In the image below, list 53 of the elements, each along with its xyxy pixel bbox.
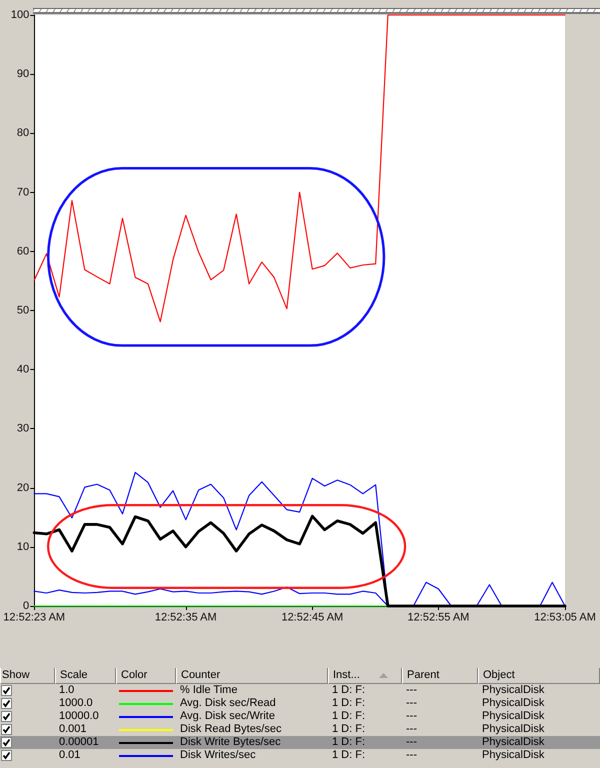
text: 1 D: F:: [332, 710, 366, 722]
text: Show: [2, 669, 30, 681]
text: Counter: [181, 669, 220, 681]
y-tick-label: 80: [16, 127, 30, 140]
x-tick-label: 12:52:45 AM: [281, 612, 344, 624]
text: 1.0: [59, 684, 74, 696]
y-tick-label: 30: [16, 422, 30, 435]
y-tick-label: 40: [16, 364, 30, 376]
text: PhysicalDisk: [482, 736, 544, 748]
y-tick-label: 10: [16, 540, 30, 553]
text: 1 D: F:: [332, 736, 366, 748]
text: 1 D: F:: [332, 749, 366, 761]
text: PhysicalDisk: [482, 684, 544, 696]
text: 1000.0: [59, 697, 93, 709]
text: ---: [406, 736, 417, 748]
text: Inst...: [333, 669, 360, 681]
x-tick-label: 12:53:05 AM: [534, 612, 596, 624]
text: Scale: [60, 669, 88, 681]
text: 1 D: F:: [332, 697, 366, 709]
text: 10000.0: [59, 710, 99, 722]
text: Object: [483, 669, 515, 681]
legend-label: % Idle Time: [180, 684, 238, 696]
text: PhysicalDisk: [482, 710, 544, 722]
y-tick-label: 90: [16, 68, 30, 80]
text: ---: [406, 710, 417, 722]
text: 1 D: F:: [332, 723, 366, 735]
text: ---: [406, 723, 417, 735]
text: PhysicalDisk: [482, 749, 544, 761]
text: ---: [406, 749, 417, 761]
text: Parent: [407, 669, 440, 681]
y-tick-label: 0: [23, 600, 30, 612]
x-tick-label: 12:52:55 AM: [408, 612, 470, 624]
y-tick-label: 70: [16, 186, 30, 198]
text: 0.001: [59, 723, 87, 735]
text: Color: [121, 669, 148, 681]
text: 0.01: [59, 749, 80, 761]
text: 1 D: F:: [332, 684, 366, 696]
text: 0.00001: [59, 736, 99, 748]
x-tick-label: 12:52:23 AM: [3, 612, 66, 624]
y-tick-label: 50: [16, 304, 30, 316]
text: PhysicalDisk: [482, 723, 544, 735]
x-tick-label: 12:52:35 AM: [154, 612, 217, 624]
y-tick-label: 20: [16, 482, 30, 494]
text: PhysicalDisk: [482, 697, 544, 709]
legend-label: Avg. Disk sec/Write: [180, 710, 275, 722]
y-tick-label: 100: [10, 9, 30, 21]
text: ---: [406, 697, 417, 709]
text: ---: [406, 684, 417, 696]
y-tick-label: 60: [16, 245, 30, 258]
legend-label: Disk Read Bytes/sec: [180, 723, 282, 735]
legend-label: Disk Write Bytes/sec: [180, 736, 281, 748]
legend-label: Avg. Disk sec/Read: [180, 697, 276, 709]
legend-label: Disk Writes/sec: [180, 749, 256, 761]
